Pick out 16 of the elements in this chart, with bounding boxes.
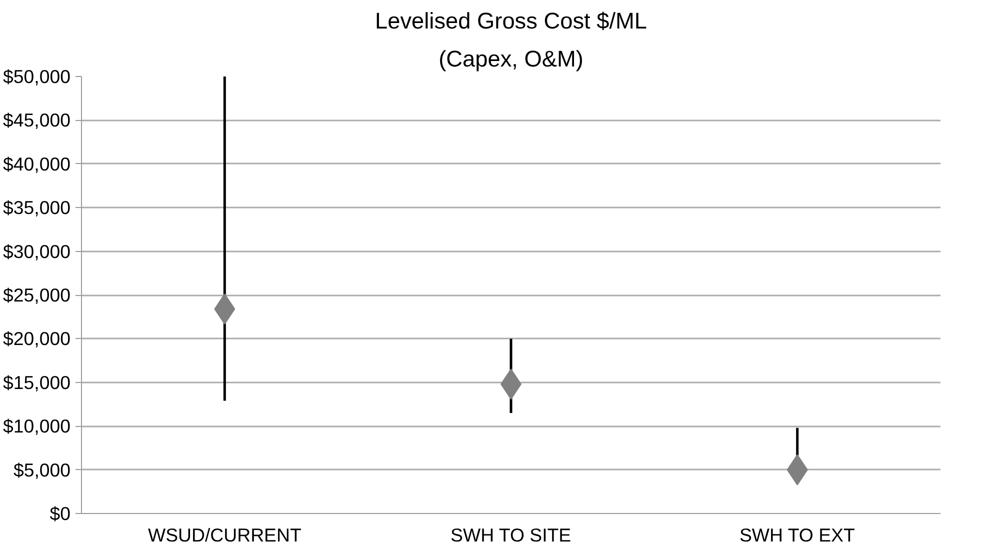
x-tick-label: SWH TO SITE: [450, 524, 572, 546]
y-tick-label: $25,000: [3, 284, 71, 306]
y-tick-label: $35,000: [3, 197, 71, 218]
y-tick-label: $45,000: [3, 110, 71, 131]
y-tick-label: $0: [50, 503, 71, 524]
x-tick-label: WSUD/CURRENT: [148, 524, 302, 546]
chart-subtitle: (Capex, O&M): [438, 46, 584, 72]
x-tick-label: SWH TO EXT: [739, 524, 855, 546]
y-tick-label: $5,000: [13, 459, 70, 480]
y-tick-label: $20,000: [3, 328, 71, 350]
y-tick-label: $50,000: [3, 66, 71, 87]
y-tick-label: $40,000: [3, 153, 71, 174]
y-tick-label: $30,000: [3, 240, 71, 262]
y-tick-label: $10,000: [3, 416, 71, 437]
chart-title: Levelised Gross Cost $/ML: [375, 8, 648, 34]
y-tick-label: $15,000: [3, 372, 71, 393]
